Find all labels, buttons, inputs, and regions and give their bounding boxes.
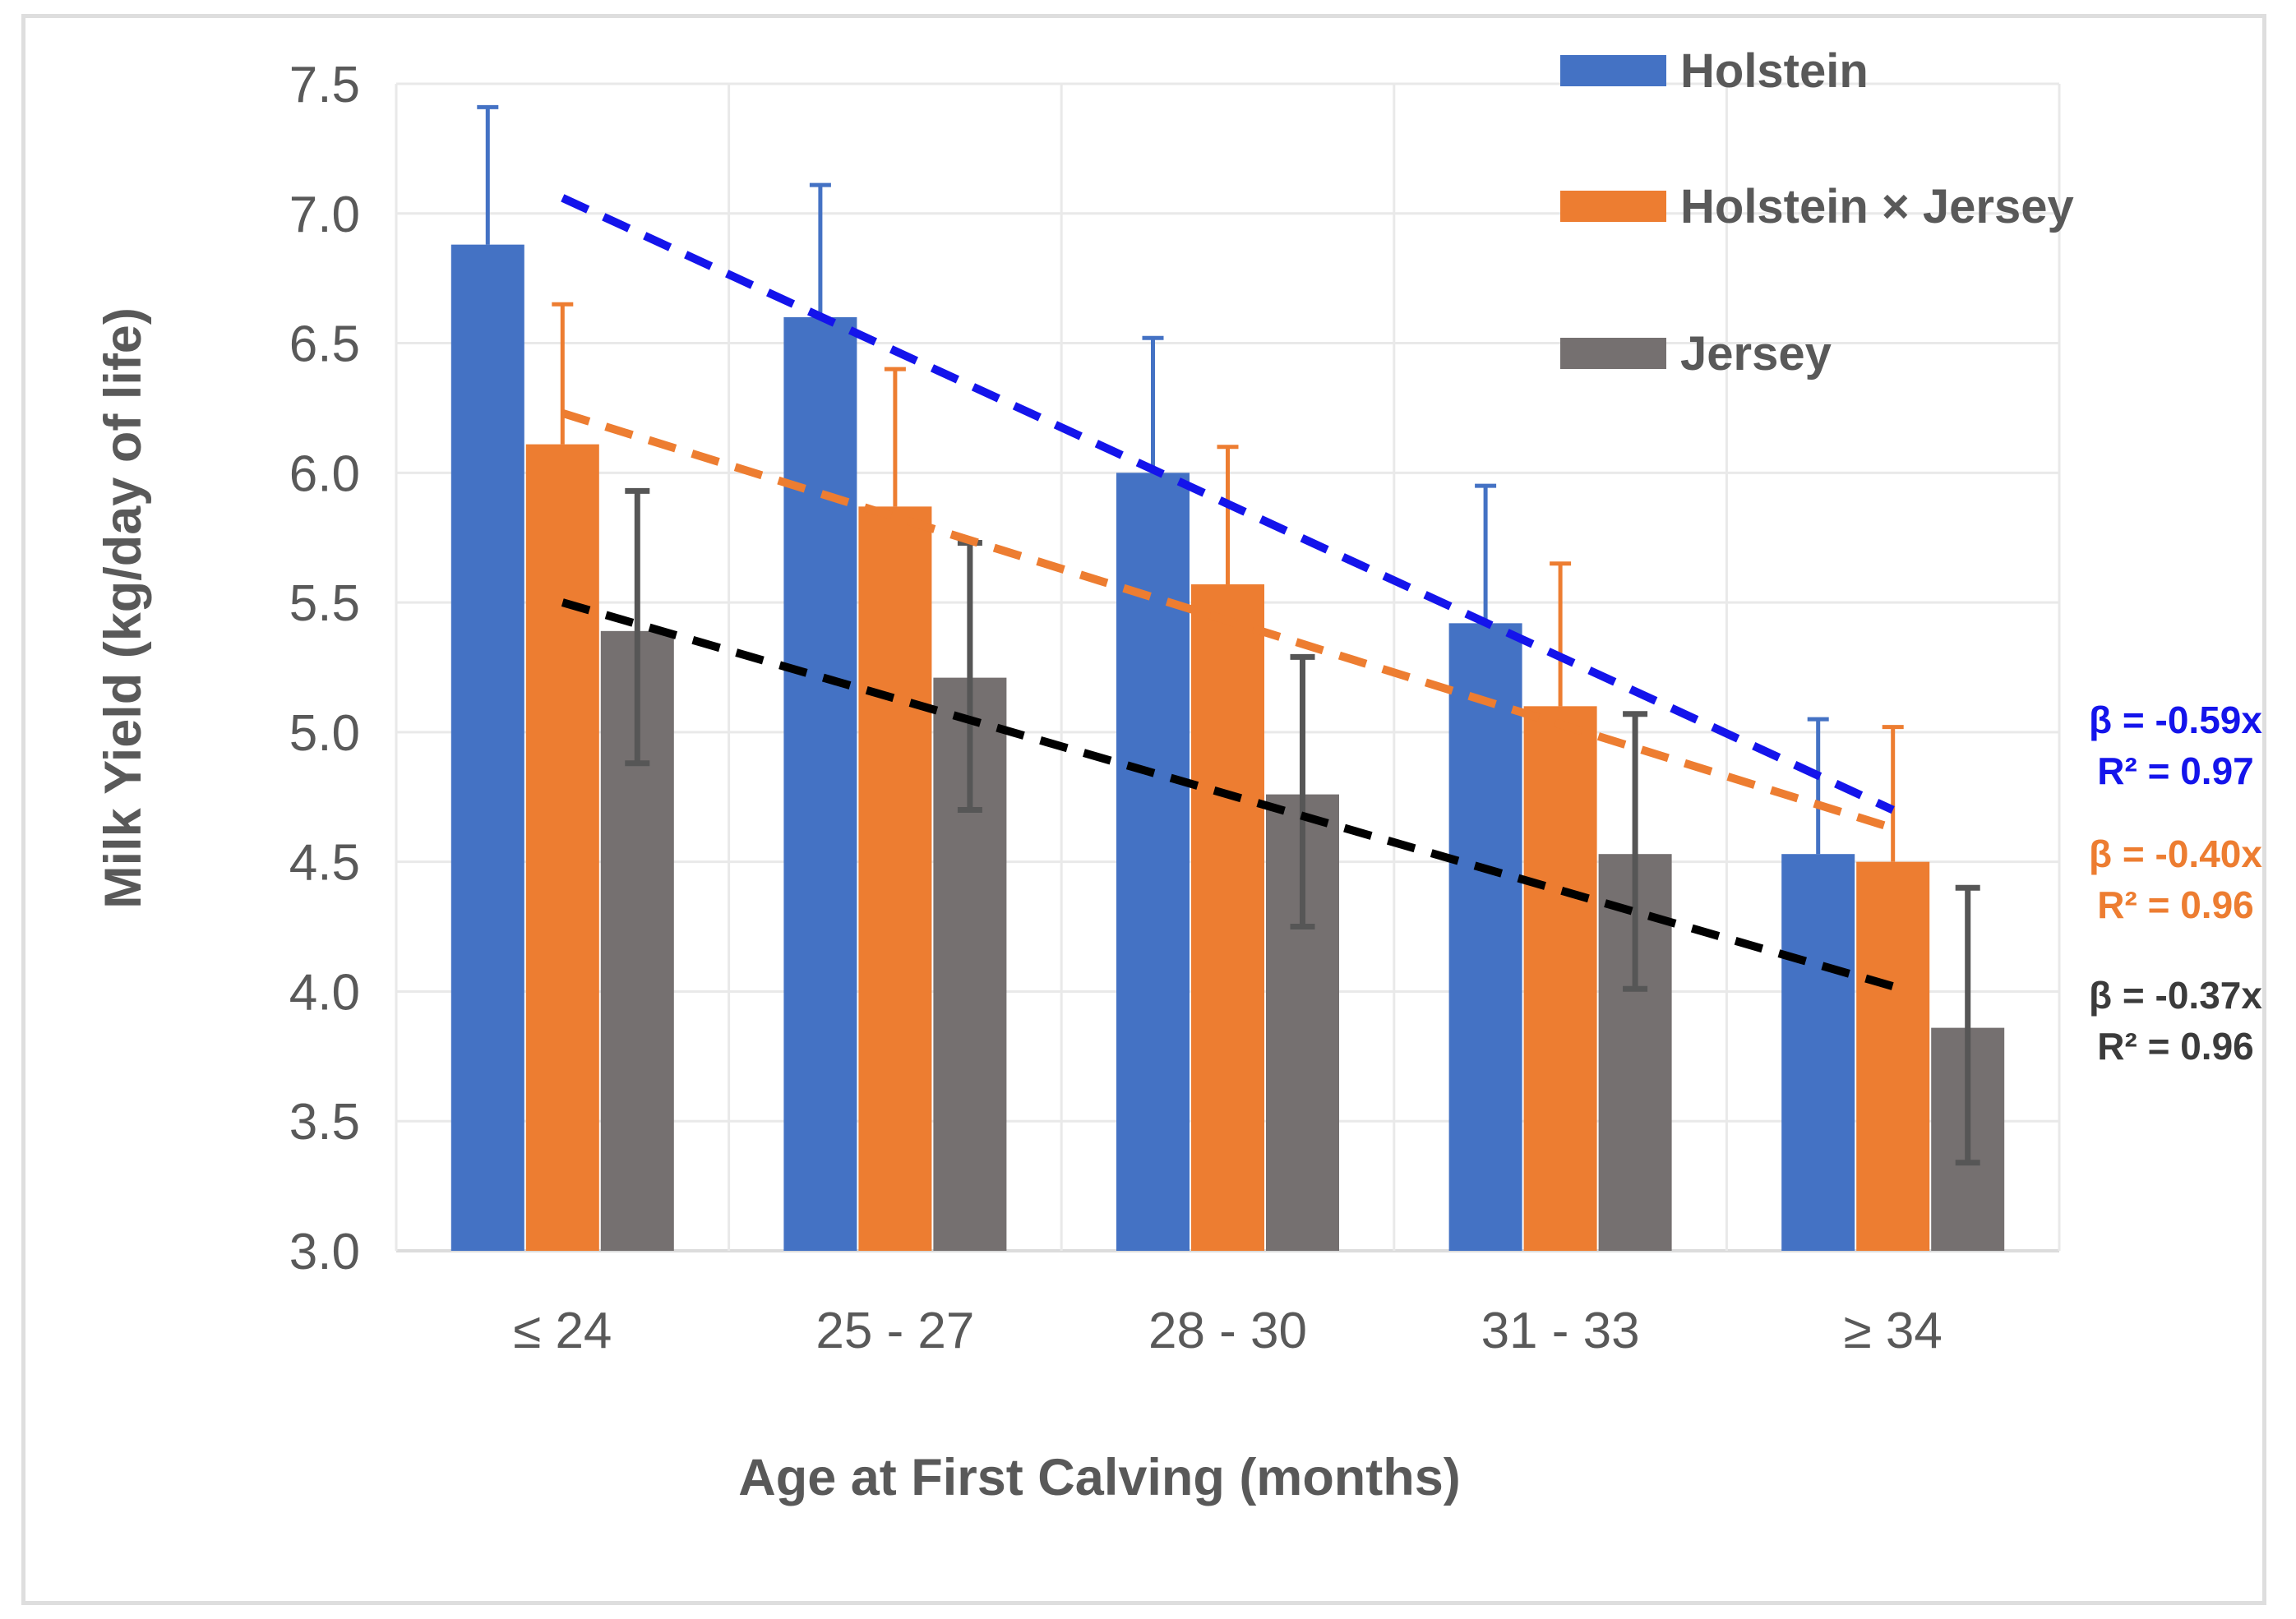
bar-holstein-x-jersey-3 (1523, 706, 1597, 1251)
regression-annotation-jersey: β = -0.37x R² = 0.96 (2055, 970, 2296, 1072)
bar-holstein-x-jersey-4 (1856, 861, 1930, 1251)
y-tick-label: 5.5 (289, 575, 360, 632)
bar-holstein-4 (1781, 854, 1855, 1251)
legend-item-holstein: Holstein (1560, 44, 1869, 98)
r-squared-holstein-x-jersey: R² = 0.96 (2097, 883, 2254, 926)
beta-value-holstein: β = -0.59x (2089, 699, 2262, 741)
legend-swatch-holstein (1560, 55, 1666, 86)
regression-annotation-holstein: β = -0.59x R² = 0.97 (2055, 694, 2296, 796)
y-tick-label: 6.5 (289, 316, 360, 373)
y-tick-label: 4.0 (289, 964, 360, 1021)
y-tick-label: 3.5 (289, 1094, 360, 1151)
legend-item-holstein-x-jersey: Holstein × Jersey (1560, 180, 2074, 233)
y-tick-label: 4.5 (289, 835, 360, 892)
x-tick-label: ≥ 34 (1844, 1303, 1943, 1359)
bar-holstein-1 (783, 317, 857, 1251)
y-tick-label: 7.5 (289, 57, 360, 113)
legend-item-jersey: Jersey (1560, 327, 1832, 381)
r-squared-jersey: R² = 0.96 (2097, 1025, 2254, 1068)
y-tick-label: 7.0 (289, 187, 360, 243)
legend-label-jersey: Jersey (1680, 326, 1832, 381)
legend-label-holstein-x-jersey: Holstein × Jersey (1680, 179, 2074, 233)
x-axis-title: Age at First Calving (months) (738, 1449, 1461, 1506)
trendline-jersey (561, 598, 1895, 990)
regression-annotation-holstein-x-jersey: β = -0.40x R² = 0.96 (2055, 828, 2296, 930)
bar-holstein-3 (1448, 623, 1522, 1251)
trendline-holstein-x-jersey (561, 408, 1895, 833)
x-tick-label: 31 - 33 (1481, 1303, 1640, 1359)
r-squared-holstein: R² = 0.97 (2097, 750, 2254, 792)
y-tick-label: 5.0 (289, 705, 360, 762)
x-tick-label: ≤ 24 (513, 1303, 612, 1359)
bar-holstein-x-jersey-2 (1191, 584, 1264, 1251)
y-tick-label: 6.0 (289, 445, 360, 502)
legend-swatch-jersey (1560, 338, 1666, 369)
beta-value-jersey: β = -0.37x (2089, 974, 2262, 1017)
trendline-holstein (561, 194, 1895, 814)
beta-value-holstein-x-jersey: β = -0.40x (2089, 833, 2262, 875)
y-axis-title: Milk Yield (kg/day of life) (95, 307, 152, 909)
x-tick-label: 25 - 27 (815, 1303, 974, 1359)
x-tick-label: 28 - 30 (1148, 1303, 1307, 1359)
legend-swatch-holstein-x-jersey (1560, 191, 1666, 222)
bar-holstein-0 (450, 244, 524, 1252)
legend-label-holstein: Holstein (1680, 44, 1869, 98)
y-tick-label: 3.0 (289, 1224, 360, 1280)
bar-holstein-x-jersey-1 (858, 506, 932, 1251)
bar-holstein-x-jersey-0 (525, 444, 599, 1251)
